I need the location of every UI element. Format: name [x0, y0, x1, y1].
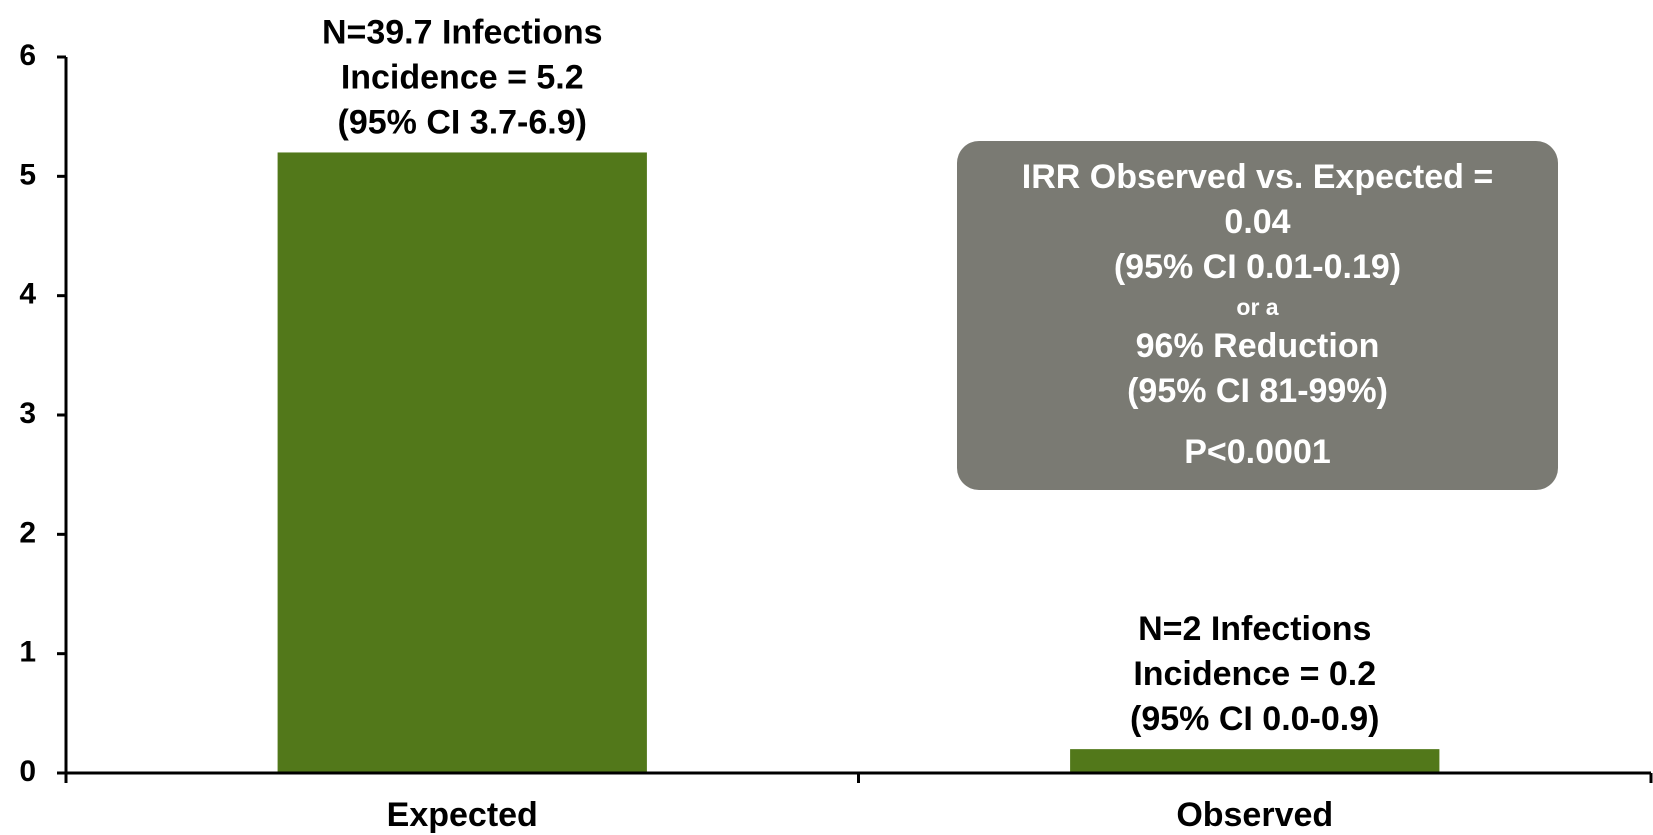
- bar-annotation: (95% CI 0.0-0.9): [1130, 700, 1379, 738]
- y-tick-label: 4: [19, 278, 36, 311]
- y-tick-label: 3: [19, 397, 36, 430]
- bar-annotation: N=2 Infections: [1138, 610, 1371, 648]
- summary-text: IRR Observed vs. Expected =: [1022, 158, 1493, 196]
- y-tick-label: 0: [19, 755, 36, 788]
- summary-box: [957, 141, 1558, 490]
- bar-annotation: Incidence = 0.2: [1133, 655, 1376, 693]
- x-tick-label: Observed: [1176, 796, 1333, 834]
- bar-annotation: Incidence = 5.2: [341, 58, 584, 96]
- y-tick-label: 1: [19, 636, 36, 669]
- summary-text: 0.04: [1224, 203, 1290, 241]
- y-tick-label: 6: [19, 39, 36, 72]
- bar-annotation: N=39.7 Infections: [322, 13, 603, 51]
- y-tick-label: 5: [19, 158, 36, 191]
- bar-annotation: (95% CI 3.7-6.9): [338, 103, 587, 141]
- summary-text: (95% CI 0.01-0.19): [1114, 248, 1401, 286]
- bar: [277, 152, 647, 773]
- summary-text: 96% Reduction: [1136, 327, 1380, 365]
- x-tick-label: Expected: [387, 796, 538, 834]
- summary-text: P<0.0001: [1184, 433, 1331, 471]
- summary-text: or a: [1236, 294, 1278, 320]
- summary-text: (95% CI 81-99%): [1127, 372, 1388, 410]
- y-tick-label: 2: [19, 516, 36, 549]
- bar: [1070, 749, 1440, 773]
